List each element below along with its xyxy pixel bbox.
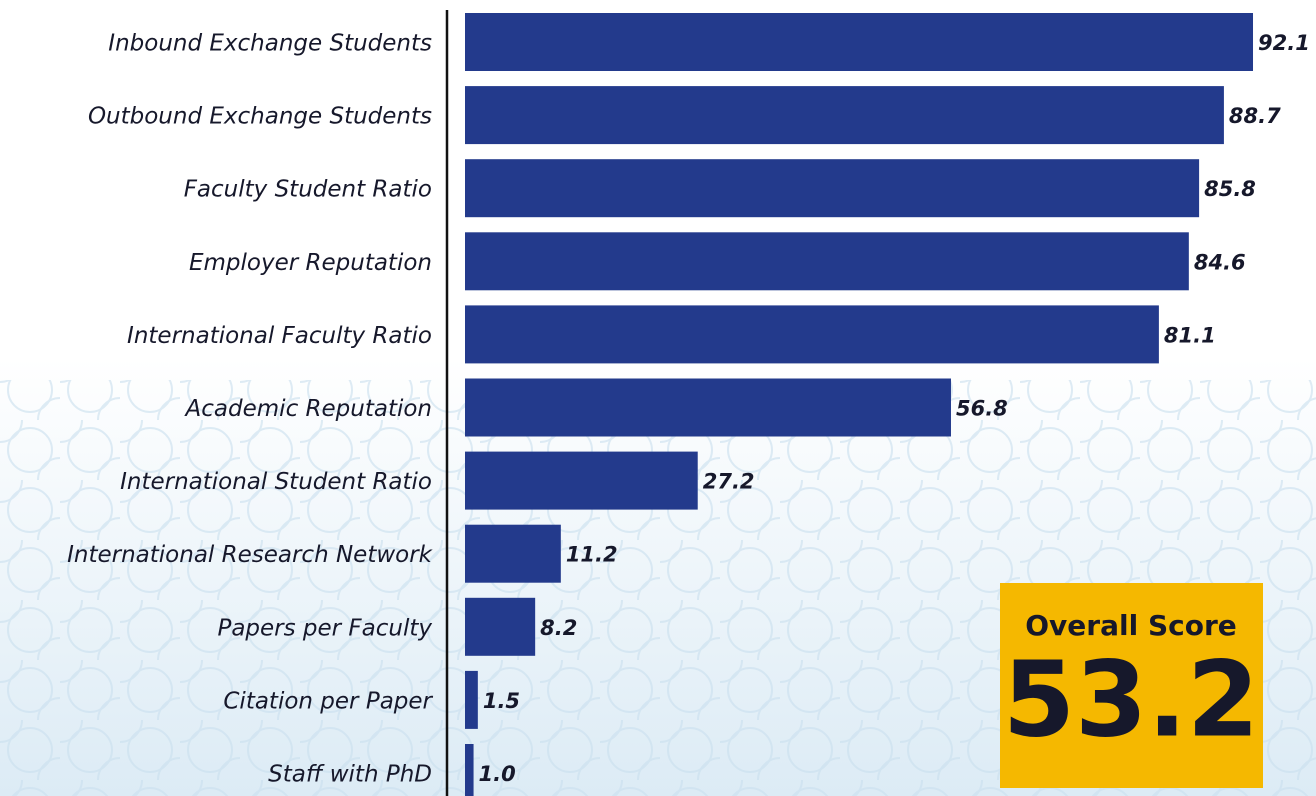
bar	[465, 744, 474, 796]
value-label: 56.8	[956, 397, 1008, 421]
value-label: 11.2	[566, 543, 618, 567]
category-label: Outbound Exchange Students	[88, 104, 432, 130]
bar	[465, 524, 561, 583]
category-label: International Research Network	[67, 542, 434, 568]
value-label: 84.6	[1194, 250, 1246, 274]
score-box	[1000, 583, 1263, 788]
score-label: Overall Score	[1025, 609, 1237, 642]
value-label: 85.8	[1204, 177, 1256, 201]
category-label: Staff with PhD	[268, 762, 432, 788]
category-label: Citation per Paper	[223, 688, 433, 714]
value-label: 1.5	[483, 689, 520, 713]
bar	[465, 159, 1200, 218]
bar	[465, 86, 1224, 145]
bar	[465, 232, 1189, 291]
bar	[465, 451, 698, 510]
value-label: 92.1	[1258, 31, 1310, 55]
category-label: Employer Reputation	[189, 250, 432, 276]
category-label: Papers per Faculty	[217, 615, 432, 641]
value-label: 88.7	[1229, 104, 1281, 128]
score-value: 53.2	[1003, 638, 1260, 760]
bar	[465, 378, 951, 437]
value-label: 1.0	[479, 762, 516, 786]
category-label: Academic Reputation	[184, 396, 432, 422]
category-label: International Faculty Ratio	[127, 323, 432, 349]
value-label: 8.2	[540, 616, 577, 640]
category-label: Inbound Exchange Students	[108, 31, 432, 57]
category-label: International Student Ratio	[120, 469, 432, 495]
bar	[465, 670, 478, 729]
bar	[465, 13, 1254, 71]
value-label: 81.1	[1164, 323, 1216, 347]
bar	[465, 305, 1159, 364]
category-label: Faculty Student Ratio	[184, 177, 432, 203]
bar	[465, 597, 536, 656]
value-label: 27.2	[703, 470, 755, 494]
